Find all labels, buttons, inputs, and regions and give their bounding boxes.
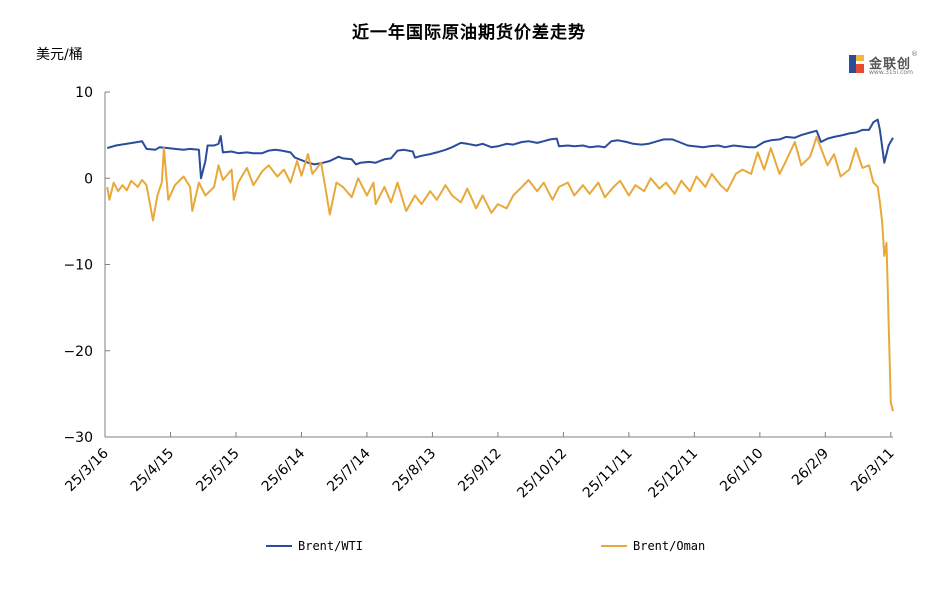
y-tick-label: −20 (63, 344, 93, 360)
logo-url: www.315i.com (869, 69, 913, 76)
x-tick-label: 26/1/10 (717, 446, 766, 495)
legend-swatch-brent-oman (601, 545, 627, 547)
x-tick-label: 25/11/11 (580, 446, 636, 502)
y-tick-label: −10 (63, 258, 93, 274)
series-line-brent-oman (106, 135, 894, 412)
legend-item-brent-wti: Brent/WTI (266, 538, 363, 554)
y-tick-label: 10 (75, 85, 93, 101)
series-line-brent-wti (106, 118, 894, 180)
logo-name: 金联创 (869, 57, 912, 72)
logo-registered-mark: ® (911, 50, 918, 58)
y-axis-unit-label: 美元/桶 (36, 47, 83, 63)
chart-title: 近一年国际原油期货价差走势 (352, 23, 586, 43)
legend-label-brent-oman: Brent/Oman (633, 539, 706, 553)
x-tick-label: 25/3/16 (62, 445, 112, 495)
x-tick-label: 25/7/14 (324, 445, 374, 495)
x-tick-label: 26/3/11 (848, 446, 897, 495)
jlc-logo-icon (849, 55, 864, 73)
series-layer (106, 118, 894, 412)
x-tick-label: 25/5/15 (193, 446, 242, 495)
x-tick-label: 25/12/11 (645, 446, 701, 502)
x-tick-label: 26/2/9 (789, 446, 832, 489)
x-tick-label: 25/6/14 (259, 445, 309, 495)
legend-label-brent-wti: Brent/WTI (298, 539, 364, 553)
x-tick-label: 25/4/15 (128, 446, 177, 495)
brand-logo: 金联创 ® www.315i.com (847, 50, 918, 82)
x-tick-label: 25/9/12 (455, 446, 504, 495)
y-tick-label: 0 (84, 171, 93, 187)
legend-swatch-brent-wti (266, 545, 292, 547)
x-tick-label: 25/8/13 (390, 446, 439, 495)
x-tick-label: 25/10/12 (514, 446, 570, 502)
legend-item-brent-oman: Brent/Oman (601, 538, 705, 554)
y-tick-label: −30 (63, 430, 93, 446)
